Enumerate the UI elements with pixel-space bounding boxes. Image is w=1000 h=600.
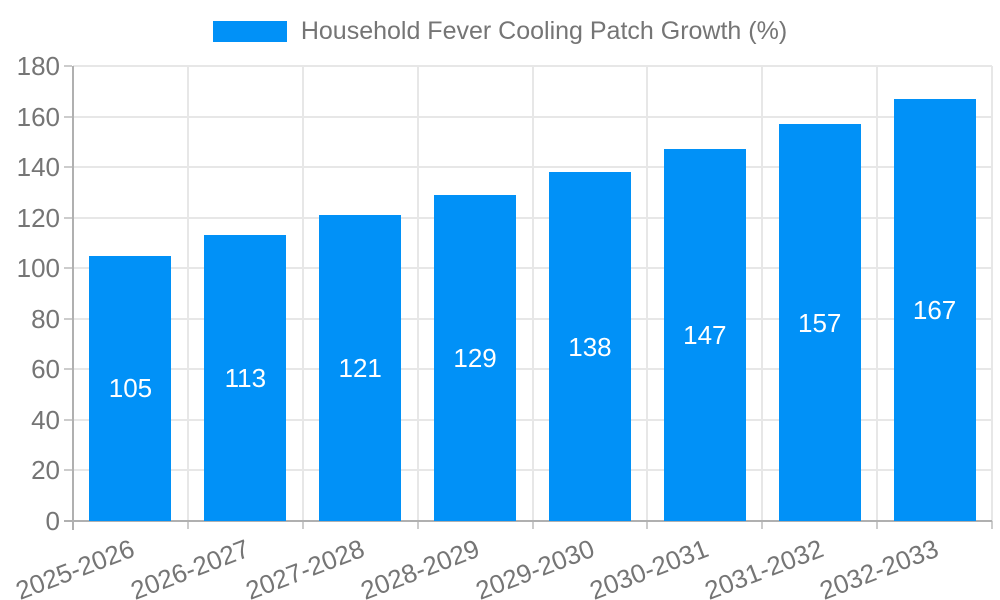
plot-area: 0 20 40 60 80 100 120 140 160 180 105 2025-2026 113 2… [12,53,993,600]
y-tick-label: 80 [31,303,60,334]
x-tick-mark [646,521,649,529]
y-tick-label: 20 [31,455,60,486]
y-tick-mark [64,65,72,67]
bar [89,255,172,521]
x-tick-label: 2025-2026 [11,533,139,600]
y-tick-mark [64,216,72,219]
y-tick-label: 100 [16,253,60,284]
y-axis-line [72,66,74,530]
y-tick-label: 120 [16,202,60,233]
x-gridline [186,66,189,521]
x-gridline [991,66,993,521]
bar [893,98,976,521]
bar-value-label: 138 [568,331,612,362]
x-tick-mark [301,521,304,529]
bar-value-label: 129 [453,342,497,373]
x-tick-label: 2031-2032 [700,533,828,600]
y-tick-label: 140 [16,152,60,183]
x-gridline [646,66,649,521]
bar [548,172,631,521]
y-tick-mark [64,418,72,421]
y-tick-label: 60 [31,354,60,385]
bar [319,215,402,521]
x-tick-mark [876,521,879,529]
x-tick-mark [531,521,534,529]
x-tick-label: 2029-2030 [471,533,598,600]
x-tick-mark [186,521,189,529]
x-tick-label: 2027-2028 [241,533,369,600]
y-tick-label: 40 [31,404,60,435]
y-tick-mark [64,469,72,472]
bar-value-label: 167 [912,294,957,325]
x-tick-mark [991,521,993,529]
bar [434,194,517,521]
y-tick-mark [64,317,72,320]
legend[interactable]: Household Fever Cooling Patch Growth (%) [0,17,1000,46]
bar [204,235,287,521]
x-gridline [301,66,304,521]
y-tick-label: 0 [45,506,60,536]
y-tick-label: 180 [16,51,60,81]
x-tick-label: 2030-2031 [586,533,713,600]
y-tick-mark [64,115,72,118]
x-gridline [761,66,764,521]
legend-label: Household Fever Cooling Patch Growth (%) [300,17,788,45]
x-axis-line [64,520,992,522]
legend-swatch-icon [212,21,287,43]
y-tick-label: 160 [16,101,60,132]
x-tick-mark [416,521,419,529]
y-tick-mark [64,166,72,169]
bar-value-label: 121 [338,353,382,384]
bar-value-label: 105 [108,373,153,404]
bar [778,124,861,521]
x-gridline [416,66,419,521]
x-tick-label: 2028-2029 [356,533,484,600]
y-tick-mark [64,368,72,371]
bar-value-label: 113 [224,363,267,394]
bar [663,149,746,521]
x-tick-mark [761,521,764,529]
bar-value-label: 157 [797,307,842,338]
x-tick-label: 2032-2033 [815,533,943,600]
y-tick-mark [64,267,72,270]
x-gridline [531,66,534,521]
x-tick-label: 2026-2027 [126,533,254,600]
bar-value-label: 147 [683,320,727,351]
x-gridline [876,66,879,521]
